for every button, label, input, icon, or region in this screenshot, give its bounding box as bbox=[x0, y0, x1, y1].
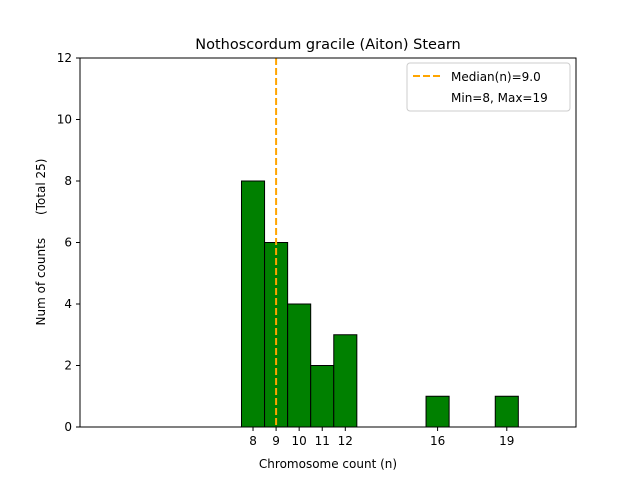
chart-title: Nothoscordum gracile (Aiton) Stearn bbox=[195, 37, 461, 53]
x-axis-label: Chromosome count (n) bbox=[259, 457, 397, 471]
legend-median-label: Median(n)=9.0 bbox=[451, 70, 541, 84]
x-tick-label: 12 bbox=[338, 434, 353, 448]
bars-layer bbox=[240, 180, 519, 428]
x-tick-label: 10 bbox=[292, 434, 307, 448]
y-tick-label: 10 bbox=[57, 113, 72, 127]
bar-8 bbox=[240, 180, 266, 428]
bar-16 bbox=[425, 395, 450, 428]
x-axis-ticks: 8 9 10 11 12 16 19 bbox=[249, 427, 514, 448]
x-tick-label: 8 bbox=[249, 434, 257, 448]
legend-box bbox=[406, 62, 571, 112]
bar-11 bbox=[310, 365, 335, 428]
bar-12 bbox=[333, 334, 358, 428]
legend-range-label: Min=8, Max=19 bbox=[451, 91, 548, 105]
y-axis-label: Num of counts (Total 25) bbox=[34, 159, 48, 326]
bar-10 bbox=[287, 303, 312, 428]
y-tick-label: 8 bbox=[64, 174, 72, 188]
bar-19 bbox=[494, 395, 519, 428]
x-tick-label: 19 bbox=[499, 434, 514, 448]
y-tick-label: 2 bbox=[64, 359, 72, 373]
y-tick-label: 12 bbox=[57, 51, 72, 65]
y-tick-label: 6 bbox=[64, 236, 72, 250]
y-tick-label: 0 bbox=[64, 420, 72, 434]
x-tick-label: 16 bbox=[430, 434, 445, 448]
y-axis-ticks: 0 2 4 6 8 10 12 bbox=[57, 51, 80, 434]
x-tick-label: 9 bbox=[272, 434, 280, 448]
y-tick-label: 4 bbox=[64, 297, 72, 311]
x-tick-label: 11 bbox=[315, 434, 330, 448]
legend: Median(n)=9.0 Min=8, Max=19 bbox=[406, 62, 571, 112]
